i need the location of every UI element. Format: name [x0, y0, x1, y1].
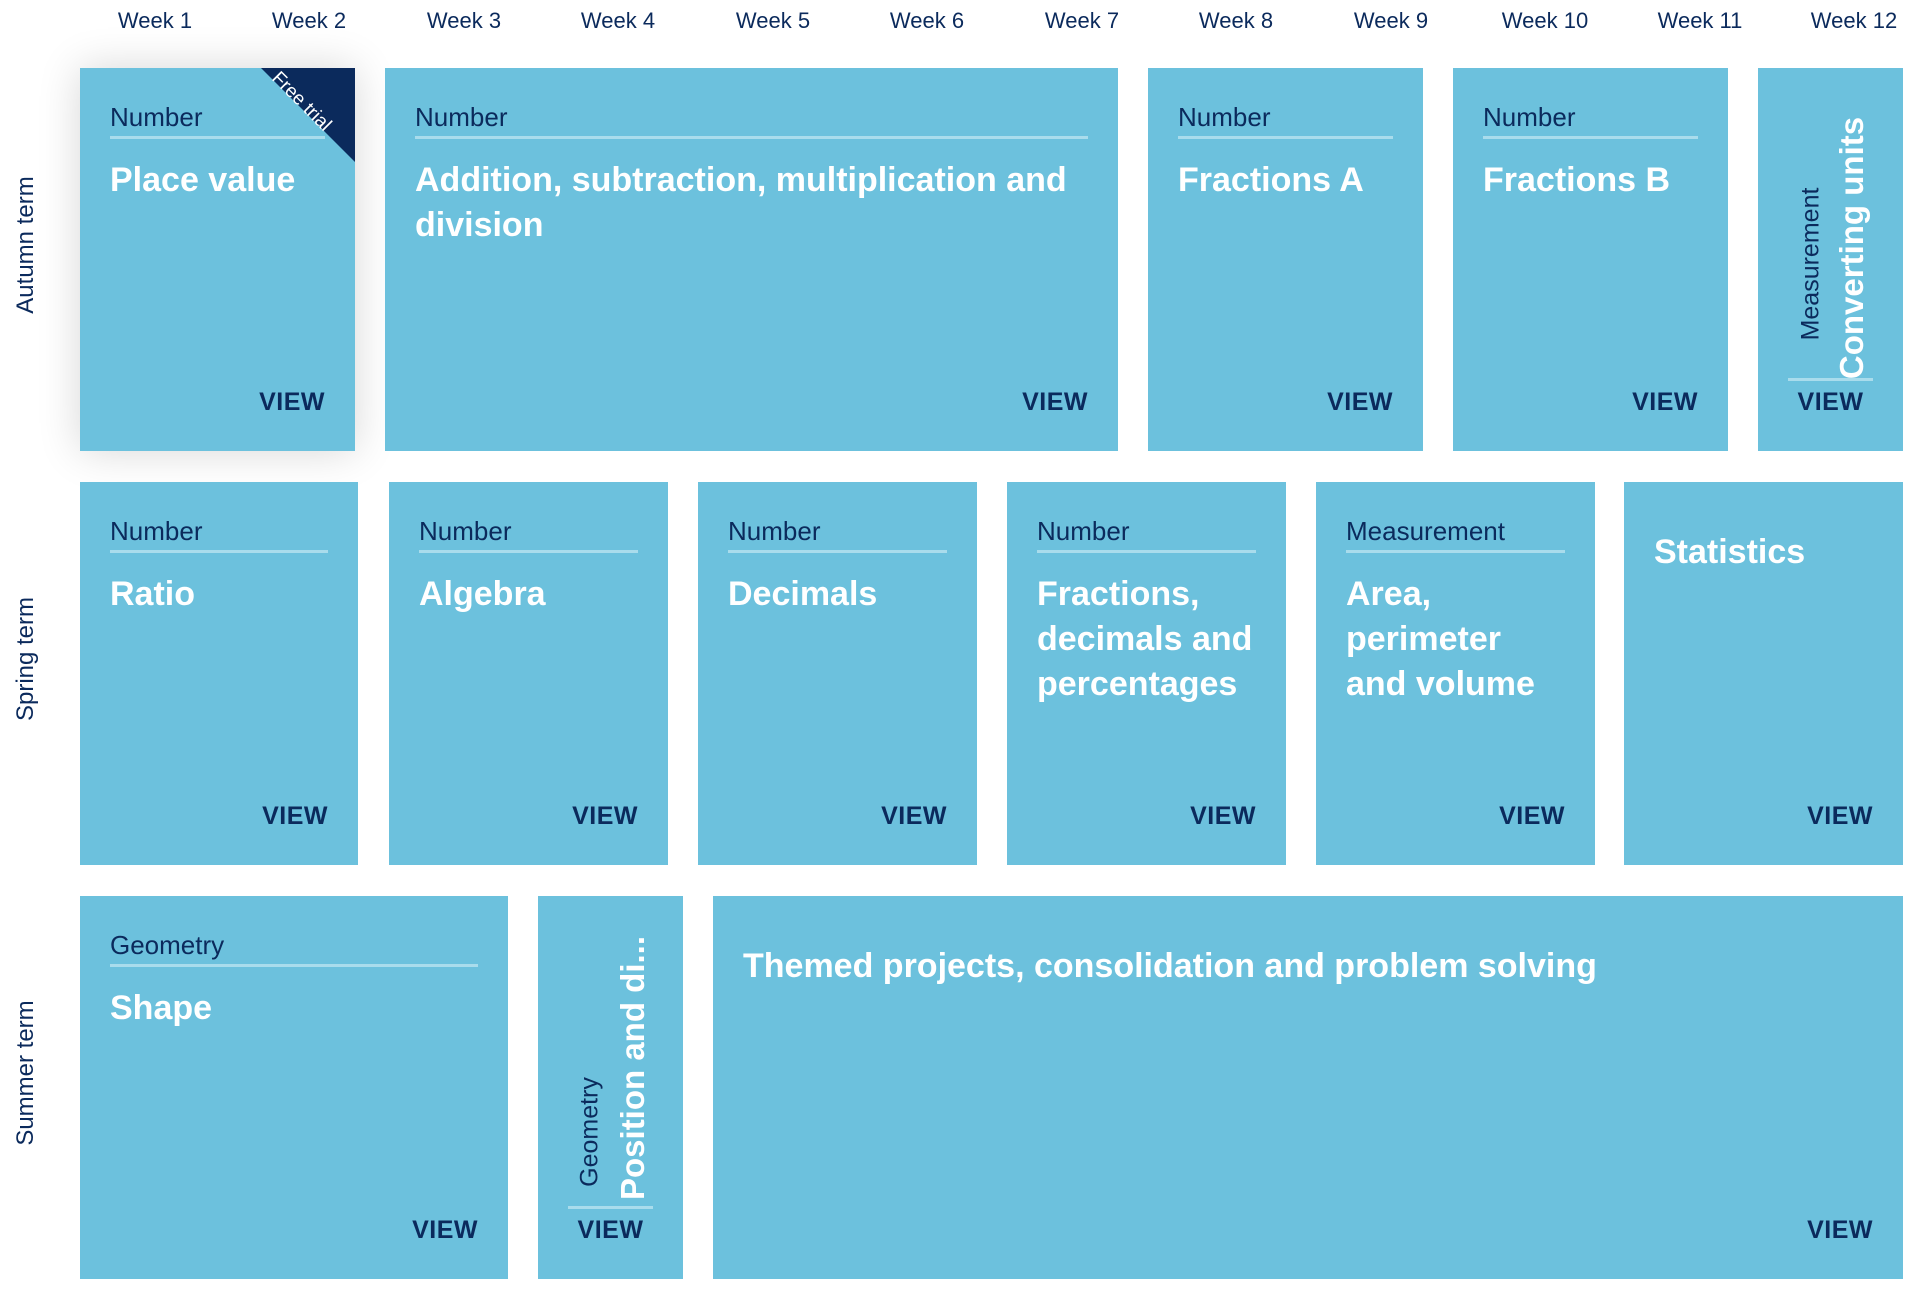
unit-card-themed-projects[interactable]: Themed projects, consolidation and probl… — [713, 896, 1903, 1279]
unit-card-statistics[interactable]: Statistics VIEW — [1624, 482, 1903, 865]
unit-card-addition-subtraction[interactable]: Number Addition, subtraction, multiplica… — [385, 68, 1118, 451]
unit-category-text: Measurement — [1796, 187, 1825, 341]
unit-category: Number — [1178, 102, 1271, 132]
unit-title: Statistics — [1654, 533, 1806, 571]
unit-category: Number — [1037, 516, 1130, 546]
view-button[interactable]: VIEW — [1499, 802, 1565, 830]
week-label: Week 8 — [1198, 8, 1274, 33]
week-label: Week 2 — [271, 8, 347, 33]
category-divider — [110, 136, 325, 139]
category-divider — [110, 550, 328, 553]
view-button[interactable]: VIEW — [259, 388, 325, 416]
view-button[interactable]: VIEW — [412, 1216, 478, 1244]
unit-category: Number — [110, 102, 203, 132]
week-label: Week 9 — [1353, 8, 1429, 33]
week-label: Week 3 — [426, 8, 502, 33]
unit-card-place-value[interactable]: Number Place value VIEW Free trial — [80, 68, 355, 451]
view-button[interactable]: VIEW — [262, 802, 328, 830]
unit-card-algebra[interactable]: Number Algebra VIEW — [389, 482, 668, 865]
week-label: Week 7 — [1044, 8, 1120, 33]
week-label: Week 4 — [580, 8, 656, 33]
term-label-text: Spring term — [12, 596, 39, 722]
category-divider — [1037, 550, 1256, 553]
unit-title-text: Converting units — [1833, 116, 1870, 380]
view-button[interactable]: VIEW — [1797, 388, 1864, 416]
view-button[interactable]: VIEW — [1807, 1216, 1873, 1244]
view-button[interactable]: VIEW — [572, 802, 638, 830]
unit-category: Number — [728, 516, 821, 546]
unit-card-fractions-a[interactable]: Number Fractions A VIEW — [1148, 68, 1423, 451]
unit-title: Shape — [110, 989, 213, 1027]
unit-title: Decimals — [728, 575, 878, 613]
week-label: Week 12 — [1810, 8, 1898, 33]
category-divider — [728, 550, 947, 553]
week-label: Week 11 — [1657, 8, 1743, 33]
unit-category: Number — [1483, 102, 1576, 132]
category-divider — [419, 550, 638, 553]
unit-category: Number — [415, 102, 508, 132]
view-button[interactable]: VIEW — [1807, 802, 1873, 830]
view-button[interactable]: VIEW — [1022, 388, 1088, 416]
unit-title: Area, perimeter and volume — [1346, 575, 1535, 703]
category-divider — [110, 964, 478, 967]
free-trial-ribbon: Free trial — [261, 68, 355, 162]
unit-card-decimals[interactable]: Number Decimals VIEW — [698, 482, 977, 865]
view-button[interactable]: VIEW — [1327, 388, 1393, 416]
category-divider — [1178, 136, 1393, 139]
unit-title: Fractions, decimals and percentages — [1037, 575, 1253, 703]
category-divider — [415, 136, 1088, 139]
unit-category-text: Geometry — [575, 1077, 604, 1187]
unit-card-ratio[interactable]: Number Ratio VIEW — [80, 482, 358, 865]
term-label-text: Autumn term — [12, 176, 39, 314]
unit-title: Themed projects, consolidation and probl… — [743, 947, 1597, 985]
unit-title-text: Position and di... — [614, 936, 651, 1200]
unit-title: Place value — [110, 161, 296, 199]
unit-title: Addition, subtraction, multiplication an… — [415, 161, 1067, 244]
view-button[interactable]: VIEW — [577, 1216, 644, 1244]
week-label: Week 10 — [1501, 8, 1589, 33]
category-divider — [1788, 378, 1873, 381]
unit-card-area-perimeter-volume[interactable]: Measurement Area, perimeter and volume V… — [1316, 482, 1595, 865]
week-label: Week 1 — [117, 8, 193, 33]
unit-category: Geometry — [110, 930, 225, 960]
unit-card-shape[interactable]: Geometry Shape VIEW — [80, 896, 508, 1279]
view-button[interactable]: VIEW — [1190, 802, 1256, 830]
unit-category: Number — [419, 516, 512, 546]
unit-card-fractions-decimals-percentages[interactable]: Number Fractions, decimals and percentag… — [1007, 482, 1286, 865]
unit-category: Measurement — [1346, 516, 1505, 546]
unit-card-position-direction[interactable]: Geometry Position and di... VIEW — [538, 896, 683, 1279]
ribbon-shape — [261, 68, 355, 162]
category-divider — [1483, 136, 1698, 139]
unit-card-converting-units[interactable]: Measurement Converting units VIEW — [1758, 68, 1903, 451]
unit-category: Number — [110, 516, 203, 546]
unit-title: Fractions B — [1483, 161, 1671, 199]
unit-title: Algebra — [419, 575, 546, 613]
view-button[interactable]: VIEW — [881, 802, 947, 830]
unit-card-fractions-b[interactable]: Number Fractions B VIEW — [1453, 68, 1728, 451]
unit-title: Fractions A — [1178, 161, 1364, 199]
term-label-text: Summer term — [12, 1000, 39, 1146]
week-label: Week 5 — [735, 8, 811, 33]
week-label: Week 6 — [889, 8, 965, 33]
category-divider — [1346, 550, 1565, 553]
category-divider — [568, 1206, 653, 1209]
view-button[interactable]: VIEW — [1632, 388, 1698, 416]
unit-title: Ratio — [110, 575, 195, 613]
